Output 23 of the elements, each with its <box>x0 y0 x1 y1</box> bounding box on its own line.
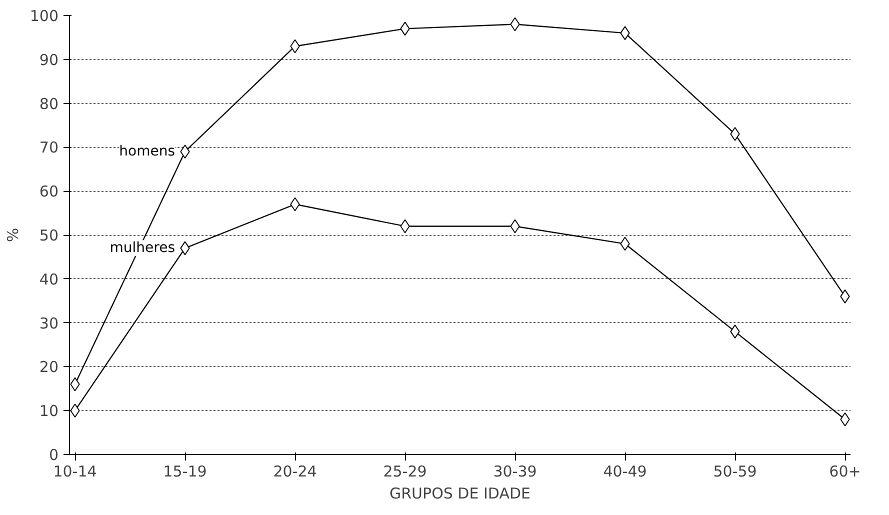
y-axis-title: % <box>4 228 22 242</box>
x-tick-label: 10-14 <box>53 462 97 480</box>
series-label: mulheres <box>110 240 176 256</box>
y-tick-label: 60 <box>39 182 59 201</box>
y-tick-label: 20 <box>39 358 59 376</box>
y-tick-label: 50 <box>39 226 59 244</box>
y-tick-label: 80 <box>39 94 59 113</box>
x-tick-label: 20-24 <box>273 462 317 480</box>
x-tick-label: 40-49 <box>603 462 647 480</box>
y-tick-label: 0 <box>48 446 59 464</box>
y-tick-label: 90 <box>39 50 59 69</box>
y-tick-label: 70 <box>39 138 59 157</box>
x-tick-label: 50-59 <box>713 462 757 480</box>
y-tick-label: 30 <box>39 314 59 332</box>
y-tick-label: 40 <box>39 270 59 288</box>
y-tick-label: 10 <box>39 402 59 420</box>
x-tick-label: 25-29 <box>383 462 427 480</box>
series-label: homens <box>119 144 176 160</box>
x-tick-label: 60+ <box>829 462 861 480</box>
x-axis-title: GRUPOS DE IDADE <box>390 484 530 502</box>
x-tick-label: 30-39 <box>493 462 537 480</box>
y-tick-label: 100 <box>30 7 59 25</box>
x-tick-label: 15-19 <box>163 462 207 480</box>
